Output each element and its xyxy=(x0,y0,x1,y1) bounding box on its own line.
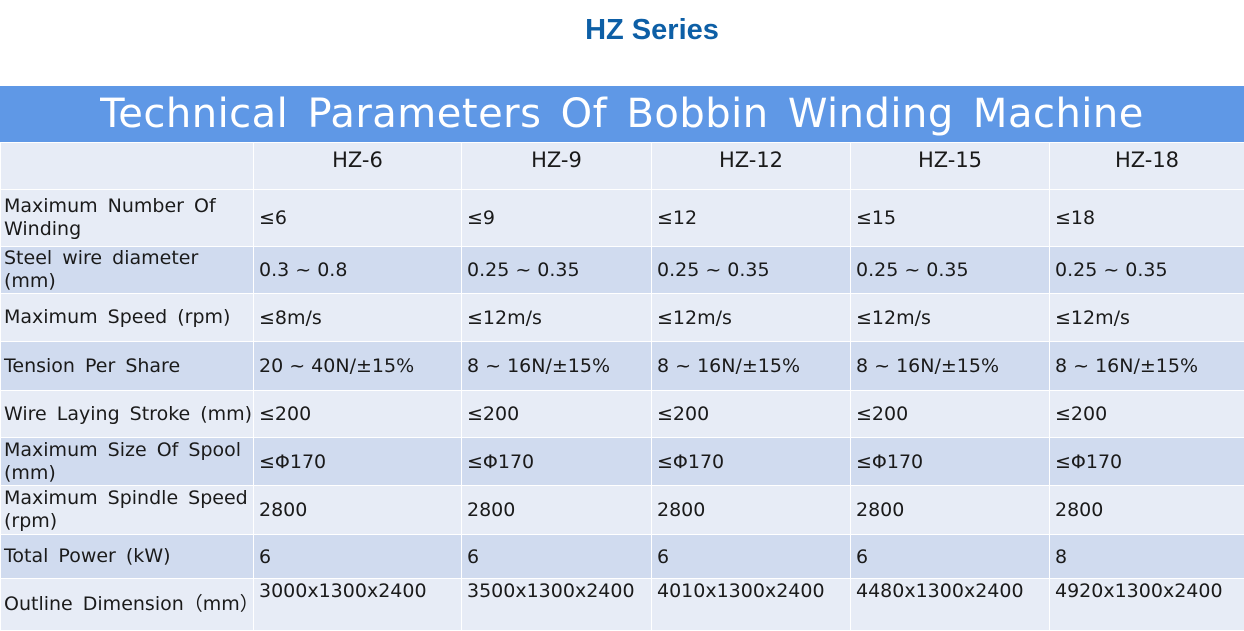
table-cell: 8 ~ 16N/±15% xyxy=(851,342,1050,391)
table-cell: ≤6 xyxy=(254,190,462,247)
table-cell: 6 xyxy=(652,535,851,579)
table-row: Tension Per Share 20 ~ 40N/±15% 8 ~ 16N/… xyxy=(1,342,1244,391)
table-cell: ≤8m/s xyxy=(254,294,462,342)
table-cell: ≤12m/s xyxy=(462,294,652,342)
table-row: Outline Dimension（mm） 3000x1300x2400 350… xyxy=(1,579,1244,631)
table-cell: 8 xyxy=(1050,535,1244,579)
table-row: Maximum Spindle Speed (rpm) 2800 2800 28… xyxy=(1,486,1244,535)
table-cell: ≤12m/s xyxy=(851,294,1050,342)
table-cell: 4920x1300x2400 xyxy=(1050,579,1244,631)
table-cell: 0.25 ~ 0.35 xyxy=(851,247,1050,294)
table-cell: ≤200 xyxy=(652,391,851,438)
table-cell: 2800 xyxy=(462,486,652,535)
row-label: Total Power (kW) xyxy=(1,535,254,579)
table-cell: 6 xyxy=(851,535,1050,579)
table-cell: ≤12m/s xyxy=(1050,294,1244,342)
row-label: Outline Dimension（mm） xyxy=(1,579,254,631)
table-cell: ≤9 xyxy=(462,190,652,247)
table-cell: ≤12 xyxy=(652,190,851,247)
row-label: Maximum Spindle Speed (rpm) xyxy=(1,486,254,535)
column-header: HZ-18 xyxy=(1050,143,1244,190)
page-title: HZ Series xyxy=(0,14,1244,47)
table-cell: 3000x1300x2400 xyxy=(254,579,462,631)
parameters-table: HZ-6 HZ-9 HZ-12 HZ-15 HZ-18 Maximum Numb… xyxy=(0,142,1244,631)
table-cell: ≤Φ170 xyxy=(851,438,1050,486)
table-cell: ≤Φ170 xyxy=(462,438,652,486)
row-label: Tension Per Share xyxy=(1,342,254,391)
table-cell: ≤15 xyxy=(851,190,1050,247)
table-cell: 0.3 ~ 0.8 xyxy=(254,247,462,294)
table-cell: 0.25 ~ 0.35 xyxy=(1050,247,1244,294)
table-cell: 4010x1300x2400 xyxy=(652,579,851,631)
table-row: Steel wire diameter (mm) 0.3 ~ 0.8 0.25 … xyxy=(1,247,1244,294)
column-header: HZ-12 xyxy=(652,143,851,190)
table-cell: ≤12m/s xyxy=(652,294,851,342)
table-cell: 6 xyxy=(254,535,462,579)
row-label: Maximum Number Of Winding xyxy=(1,190,254,247)
table-cell: 8 ~ 16N/±15% xyxy=(1050,342,1244,391)
table-cell: ≤200 xyxy=(1050,391,1244,438)
table-row: Maximum Size Of Spool (mm) ≤Φ170 ≤Φ170 ≤… xyxy=(1,438,1244,486)
table-cell: 2800 xyxy=(1050,486,1244,535)
table-cell: 8 ~ 16N/±15% xyxy=(652,342,851,391)
table-cell: 2800 xyxy=(652,486,851,535)
table-cell: 2800 xyxy=(851,486,1050,535)
table-cell: 0.25 ~ 0.35 xyxy=(652,247,851,294)
row-label: Maximum Size Of Spool (mm) xyxy=(1,438,254,486)
table-cell: ≤200 xyxy=(254,391,462,438)
table-cell: 8 ~ 16N/±15% xyxy=(462,342,652,391)
table-title-banner: Technical Parameters Of Bobbin Winding M… xyxy=(0,86,1244,142)
table-row: Wire Laying Stroke (mm) ≤200 ≤200 ≤200 ≤… xyxy=(1,391,1244,438)
header-row: HZ-6 HZ-9 HZ-12 HZ-15 HZ-18 xyxy=(1,143,1244,190)
table-cell: 20 ~ 40N/±15% xyxy=(254,342,462,391)
table-row: Maximum Speed (rpm) ≤8m/s ≤12m/s ≤12m/s … xyxy=(1,294,1244,342)
header-cell-corner xyxy=(1,143,254,190)
table-cell: 6 xyxy=(462,535,652,579)
column-header: HZ-9 xyxy=(462,143,652,190)
column-header: HZ-6 xyxy=(254,143,462,190)
table-row: Maximum Number Of Winding ≤6 ≤9 ≤12 ≤15 … xyxy=(1,190,1244,247)
table-cell: 4480x1300x2400 xyxy=(851,579,1050,631)
table-cell: ≤Φ170 xyxy=(1050,438,1244,486)
table-row: Total Power (kW) 6 6 6 6 8 xyxy=(1,535,1244,579)
table-cell: ≤Φ170 xyxy=(254,438,462,486)
table-cell: 0.25 ~ 0.35 xyxy=(462,247,652,294)
table-cell: ≤18 xyxy=(1050,190,1244,247)
table-cell: ≤200 xyxy=(851,391,1050,438)
row-label: Steel wire diameter (mm) xyxy=(1,247,254,294)
table-cell: 2800 xyxy=(254,486,462,535)
table-cell: ≤Φ170 xyxy=(652,438,851,486)
row-label: Maximum Speed (rpm) xyxy=(1,294,254,342)
column-header: HZ-15 xyxy=(851,143,1050,190)
row-label: Wire Laying Stroke (mm) xyxy=(1,391,254,438)
table-cell: ≤200 xyxy=(462,391,652,438)
table-cell: 3500x1300x2400 xyxy=(462,579,652,631)
